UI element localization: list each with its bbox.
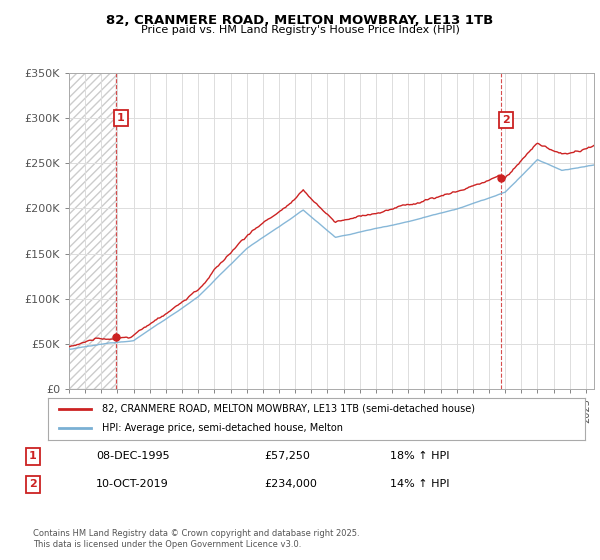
Text: 82, CRANMERE ROAD, MELTON MOWBRAY, LE13 1TB (semi-detached house): 82, CRANMERE ROAD, MELTON MOWBRAY, LE13 … — [102, 404, 475, 414]
Text: 2: 2 — [502, 115, 510, 125]
Text: Price paid vs. HM Land Registry's House Price Index (HPI): Price paid vs. HM Land Registry's House … — [140, 25, 460, 35]
Text: 10-OCT-2019: 10-OCT-2019 — [96, 479, 169, 489]
Text: 1: 1 — [29, 451, 37, 461]
Text: 82, CRANMERE ROAD, MELTON MOWBRAY, LE13 1TB: 82, CRANMERE ROAD, MELTON MOWBRAY, LE13 … — [106, 14, 494, 27]
Text: 18% ↑ HPI: 18% ↑ HPI — [390, 451, 449, 461]
Text: £234,000: £234,000 — [264, 479, 317, 489]
Text: 14% ↑ HPI: 14% ↑ HPI — [390, 479, 449, 489]
Text: HPI: Average price, semi-detached house, Melton: HPI: Average price, semi-detached house,… — [102, 423, 343, 433]
Text: Contains HM Land Registry data © Crown copyright and database right 2025.
This d: Contains HM Land Registry data © Crown c… — [33, 529, 359, 549]
Text: 08-DEC-1995: 08-DEC-1995 — [96, 451, 170, 461]
Text: 2: 2 — [29, 479, 37, 489]
Text: 1: 1 — [117, 113, 125, 123]
Text: £57,250: £57,250 — [264, 451, 310, 461]
